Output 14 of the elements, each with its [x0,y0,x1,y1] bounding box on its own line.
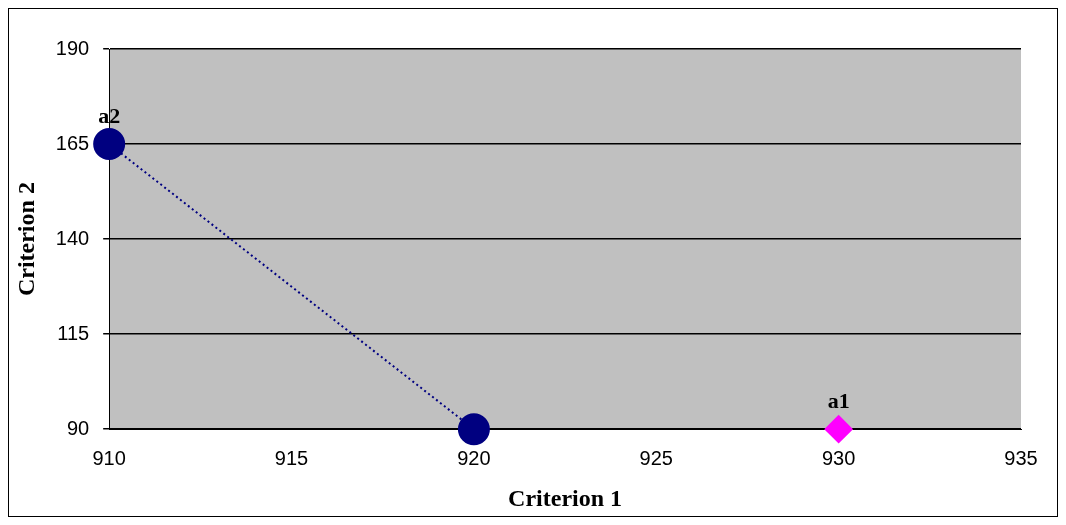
x-tick-label: 920 [457,446,491,469]
y-tick-label: 190 [55,36,90,59]
annotation: a1 [827,387,850,413]
y-tick-label: 165 [55,131,90,154]
x-tick-label: 930 [821,446,856,469]
y-tick-label: 90 [66,416,90,439]
x-tick-label: 935 [1004,446,1038,469]
x-tick-label: 915 [274,446,309,469]
x-tick-label: 925 [639,446,673,469]
x-tick-label: 910 [92,446,126,469]
x-axis-title: Criterion 1 [508,484,623,511]
y-tick-label: 115 [57,321,90,344]
y-axis-title: Criterion 2 [12,182,39,297]
y-tick-label: 140 [55,226,90,249]
